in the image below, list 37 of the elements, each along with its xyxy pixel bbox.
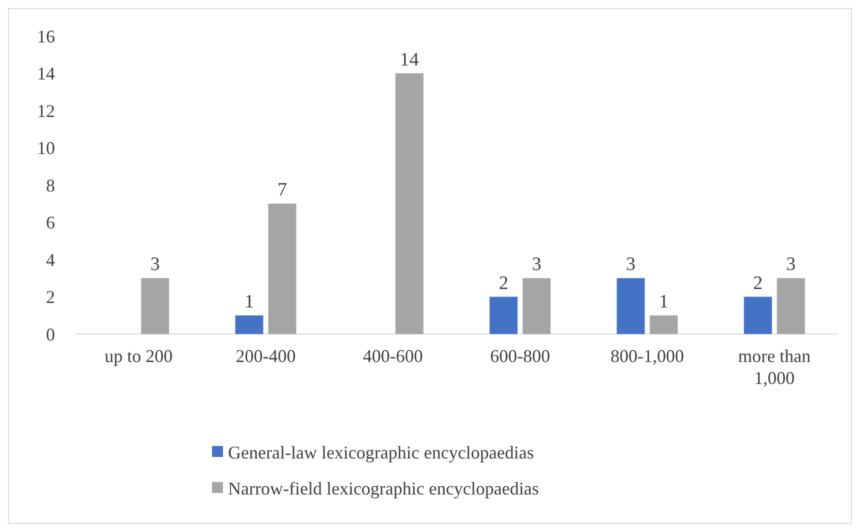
y-tick-label: 6 [46,212,55,233]
x-tick-label: 800-1,000 [610,346,684,366]
bar [490,296,518,334]
data-label: 2 [753,272,763,294]
bar [776,278,805,334]
bar [650,315,678,334]
y-tick-label: 2 [46,287,55,308]
data-label: 3 [532,254,542,276]
y-tick-label: 0 [46,324,55,344]
legend-label: Narrow-field lexicographic encyclopaedias [228,478,539,498]
data-label: 3 [786,254,796,276]
y-tick-label: 8 [46,175,55,196]
y-tick-label: 14 [37,64,55,84]
data-label: 1 [244,291,254,312]
bar [616,278,645,334]
y-tick-label: 10 [37,138,55,158]
data-label: 3 [150,254,160,276]
x-tick-label: 600-800 [490,346,550,366]
x-tick-label: 200-400 [236,346,296,366]
bar [522,278,551,334]
bar [268,204,296,334]
bar [141,278,170,334]
bar [744,296,772,334]
data-label: 1 [659,291,668,312]
bar [395,73,424,334]
x-tick-label: 400-600 [362,346,423,366]
bar [235,315,264,334]
data-label: 7 [278,180,287,201]
data-label: 2 [498,272,508,294]
x-tick-label: more than 1,000 [738,346,811,388]
y-tick-label: 4 [46,250,55,270]
data-label: 14 [400,49,420,70]
y-tick-label: 12 [37,100,55,121]
y-tick-label: 16 [37,26,55,46]
data-label: 3 [626,254,636,276]
x-tick-label: up to 200 [104,346,173,366]
legend-label: General-law lexicographic encyclopaedias [228,442,534,462]
